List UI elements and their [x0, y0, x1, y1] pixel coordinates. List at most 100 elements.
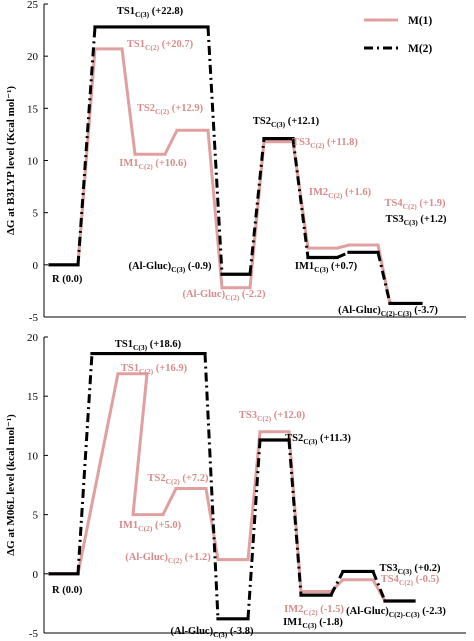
- state-label-subscript: C(2)-C(3): [389, 610, 420, 619]
- state-label-ts1c2: TS1C(2) (+20.7): [127, 39, 194, 52]
- state-label-name: (Al-Gluc): [183, 289, 226, 300]
- y-tick-label: 10: [27, 450, 39, 462]
- state-label-subscript: C(2): [225, 293, 240, 302]
- state-label-ts3c3: TS3C(3) (+1.2): [386, 214, 447, 227]
- state-label-r: R (0.0): [52, 274, 83, 285]
- connector-m2-2: [248, 138, 266, 275]
- state-label-name: (Al-Gluc): [125, 552, 168, 563]
- legend: M(1) M(2): [364, 15, 432, 55]
- state-label-name: (Al-Gluc): [346, 606, 389, 617]
- connector-m2-0: [76, 26, 97, 265]
- state-label-subscript: C(2): [145, 43, 160, 52]
- state-label-subscript: C(2): [257, 414, 272, 423]
- state-label-value: (+5.0): [152, 520, 181, 531]
- state-label-alglucc3: (Al-Gluc)C(3) (-3.8): [171, 626, 254, 639]
- state-label-value: (+11.8): [324, 137, 358, 148]
- connector-m2-4: [329, 570, 345, 596]
- state-label-subscript: C(2): [139, 367, 154, 376]
- series-m1: [48, 47, 423, 305]
- state-label-subscript: C(3): [303, 437, 318, 446]
- state-label-im1c3: IM1C(3) (+0.7): [295, 261, 358, 274]
- state-label-im1c3: IM1C(3) (-1.8): [283, 617, 343, 630]
- state-label-name: TS1: [117, 6, 135, 17]
- state-label-value: (+1.2): [182, 552, 211, 563]
- state-label-value: (-1.5): [318, 604, 345, 615]
- state-label-subscript: C(2)-C(3): [381, 309, 412, 318]
- state-label-alglucc3: (Al-Gluc)C(3) (-0.9): [129, 261, 212, 274]
- state-label-name: (Al-Gluc): [338, 305, 381, 316]
- state-label-alglucc2: (Al-Gluc)C(2) (+1.2): [125, 552, 211, 565]
- m06l-energy-panel: -5 0 5 10 15 20 ΔG at M06L level (kcal mol⁻¹) R…: [5, 332, 466, 640]
- state-label-value: (-0.5): [413, 574, 440, 585]
- state-label-subscript: C(3): [271, 120, 286, 129]
- state-label-name: IM1: [119, 158, 138, 169]
- state-label-ts3c3: TS3C(3) (+0.2): [380, 563, 441, 576]
- state-label-subscript: C(2): [168, 556, 183, 565]
- state-label-value: (0.0): [60, 274, 83, 285]
- y-tick-label: 20: [27, 332, 39, 344]
- state-label-name: TS3: [239, 410, 257, 421]
- y-tick-label: 5: [33, 510, 39, 522]
- state-label-ts1c3: TS1C(3) (+18.6): [115, 339, 182, 352]
- connector-m2-5: [371, 570, 387, 602]
- state-label-name: (Al-Gluc): [171, 626, 214, 637]
- state-label-name: TS3: [292, 137, 310, 148]
- state-label-alglucc23: (Al-Gluc)C(2)-C(3) (-3.7): [338, 305, 438, 318]
- series-m1: [48, 372, 416, 603]
- state-label-name: TS2: [137, 103, 155, 114]
- state-label-value: (+10.6): [153, 158, 187, 169]
- state-label-value: (+18.6): [147, 339, 181, 350]
- state-label-subscript: C(3): [135, 10, 150, 19]
- state-label-value: (-0.9): [185, 261, 212, 272]
- state-label-value: (+20.7): [159, 39, 193, 50]
- connector-m1-6: [336, 243, 350, 250]
- connector-m1-2: [163, 129, 179, 155]
- state-label-name: TS1: [115, 339, 133, 350]
- state-label-ts2c2: TS2C(2) (+7.2): [148, 473, 209, 486]
- state-label-im2c2: IM2C(2) (-1.5): [284, 604, 344, 617]
- state-label-name: TS2: [148, 473, 166, 484]
- state-label-name: IM2: [284, 604, 303, 615]
- state-label-subscript: C(2): [303, 608, 318, 617]
- state-label-subscript: C(3): [314, 265, 329, 274]
- state-label-name: IM1: [295, 261, 314, 272]
- y-tick-label: -5: [29, 628, 39, 640]
- state-label-value: (+12.9): [169, 103, 203, 114]
- state-label-value: (+12.0): [271, 410, 305, 421]
- y-tick-label: 10: [27, 156, 39, 168]
- state-label-ts2c2: TS2C(2) (+12.9): [137, 103, 204, 116]
- state-label-value: (+11.3): [317, 433, 351, 444]
- state-label-ts4c2: TS4C(2) (-0.5): [381, 574, 440, 587]
- state-label-name: TS3: [386, 214, 404, 225]
- state-label-subscript: C(3): [404, 218, 419, 227]
- state-label-name: TS2: [253, 116, 271, 127]
- state-label-value: (-3.7): [412, 305, 439, 316]
- legend-label-m1: M(1): [408, 15, 432, 27]
- state-label-name: TS4: [385, 198, 404, 209]
- state-label-value: (+7.2): [180, 473, 209, 484]
- state-label-name: R: [52, 274, 60, 285]
- state-label-value: (+1.6): [342, 187, 371, 198]
- state-label-value: (+16.9): [153, 363, 187, 374]
- state-label-subscript: C(3): [302, 621, 317, 630]
- connector-m1-0: [76, 373, 120, 575]
- state-label-value: (-3.8): [227, 626, 254, 637]
- state-label-value: (-1.8): [317, 617, 344, 628]
- state-label-ts2c3: TS2C(3) (+12.1): [253, 116, 320, 129]
- state-label-value: (+12.1): [285, 116, 319, 127]
- state-label-im1c2: IM1C(2) (+5.0): [119, 520, 182, 533]
- state-label-name: (Al-Gluc): [129, 261, 172, 272]
- state-label-value: (+1.9): [417, 198, 446, 209]
- state-label-name: IM1: [119, 520, 138, 531]
- state-label-name: R: [52, 585, 60, 596]
- state-label-r: R (0.0): [52, 585, 83, 596]
- state-label-subscript: C(2): [403, 202, 418, 211]
- y-tick-label: 15: [27, 103, 39, 115]
- y-tick-label: 25: [27, 0, 39, 11]
- state-label-ts3c2: TS3C(2) (+12.0): [239, 410, 306, 423]
- state-label-subscript: C(3): [213, 630, 228, 639]
- series-m2: [48, 351, 416, 621]
- connector-m1-2: [161, 487, 178, 516]
- state-label-subscript: C(2): [138, 524, 153, 533]
